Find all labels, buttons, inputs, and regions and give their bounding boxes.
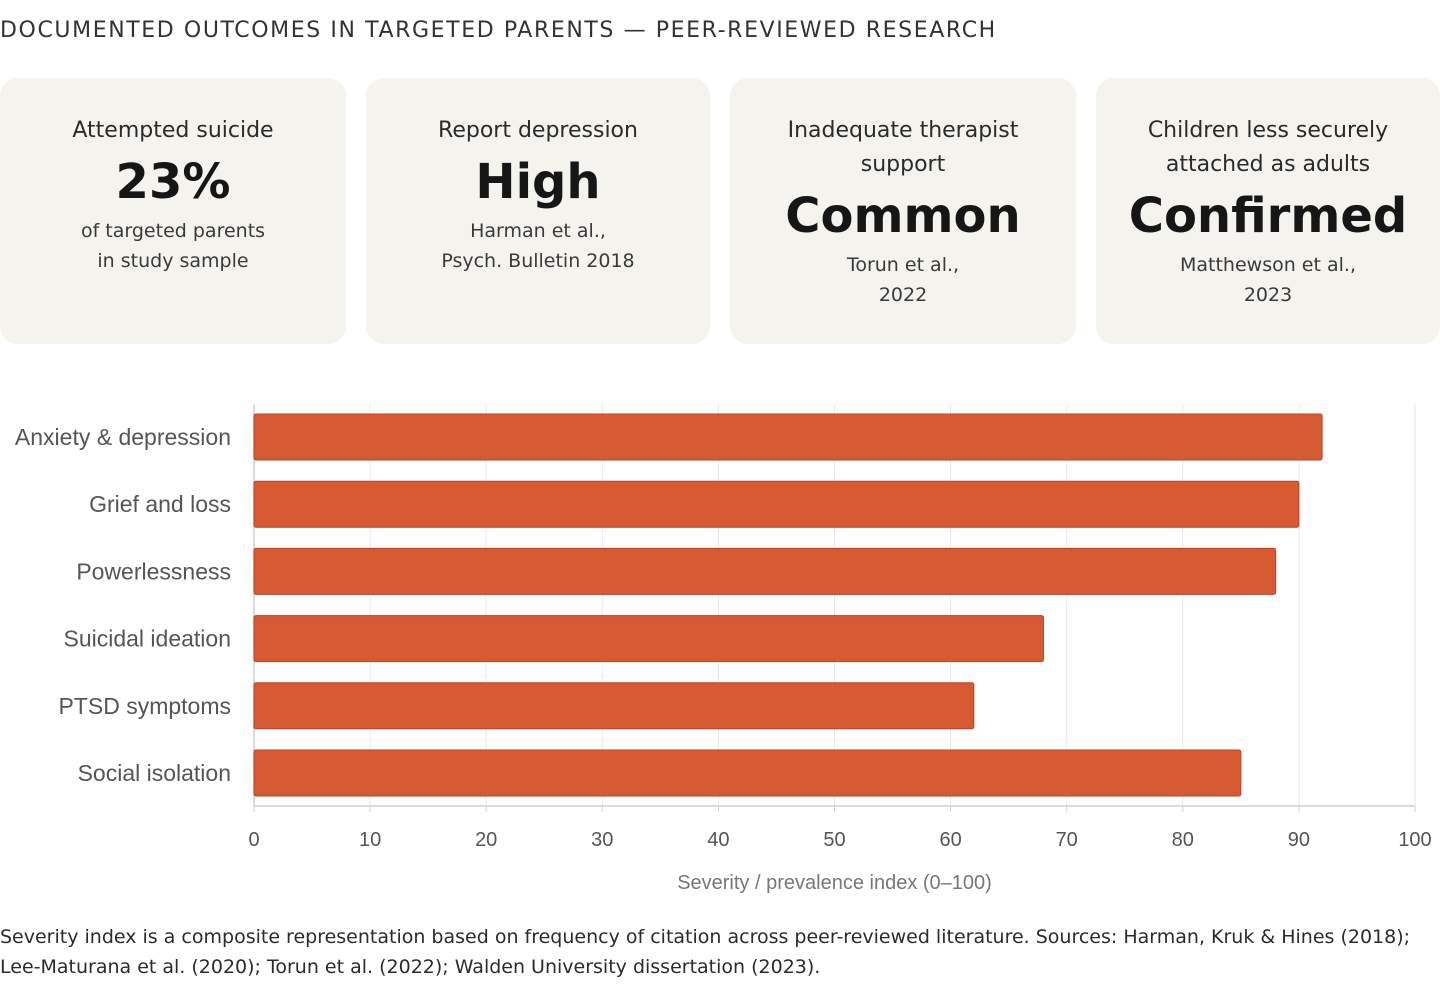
x-tick-label: 0 [248, 829, 259, 851]
card-label: Report depression [438, 118, 638, 143]
category-label: Social isolation [78, 760, 231, 786]
card-value: 23% [115, 154, 231, 210]
category-label: PTSD symptoms [58, 693, 231, 719]
bar [253, 615, 1044, 663]
card-label: Children less securely attached as adult… [1147, 118, 1389, 177]
x-tick-label: 60 [939, 829, 961, 851]
x-tick-label: 50 [823, 829, 845, 851]
category-label: Anxiety & depression [15, 424, 231, 450]
footnote: Severity index is a composite representa… [0, 926, 1411, 978]
x-tick-label: 100 [1398, 829, 1431, 851]
x-tick-label: 70 [1056, 829, 1078, 851]
card-value: Common [785, 188, 1021, 244]
bar [253, 749, 1242, 797]
bar [253, 480, 1300, 528]
card-note: Torun et al., 2022 [846, 254, 960, 306]
category-label: Powerlessness [76, 558, 231, 584]
x-axis-label: Severity / prevalence index (0–100) [677, 872, 992, 894]
bar [253, 413, 1323, 461]
card-value: Confirmed [1128, 188, 1408, 244]
card-label: Inadequate therapist support [787, 118, 1019, 177]
card-note: of targeted parents in study sample [80, 220, 266, 272]
x-tick-label: 10 [359, 829, 381, 851]
category-label: Suicidal ideation [63, 626, 231, 652]
x-tick-label: 20 [475, 829, 497, 851]
stat-card-therapist-support: Inadequate therapist support Common Toru… [730, 78, 1076, 344]
stat-card-depression: Report depression High Harman et al., Ps… [366, 78, 710, 344]
x-tick-label: 90 [1288, 829, 1310, 851]
stat-cards: Attempted suicide 23% of targeted parent… [0, 78, 1440, 344]
card-value: High [475, 154, 601, 210]
x-tick-label: 80 [1172, 829, 1194, 851]
stat-card-attachment: Children less securely attached as adult… [1096, 78, 1440, 344]
x-tick-label: 40 [707, 829, 729, 851]
category-label: Grief and loss [89, 491, 231, 517]
bar [253, 682, 975, 730]
x-tick-label: 30 [591, 829, 613, 851]
card-note: Matthewson et al., 2023 [1180, 254, 1356, 306]
card-label: Attempted suicide [72, 118, 274, 143]
card-note: Harman et al., Psych. Bulletin 2018 [441, 220, 635, 272]
page-title: DOCUMENTED OUTCOMES IN TARGETED PARENTS … [0, 18, 997, 43]
severity-bar-chart: Anxiety & depression Grief and loss Powerl… [15, 404, 1432, 894]
stat-card-attempted-suicide: Attempted suicide 23% of targeted parent… [0, 78, 346, 344]
bar [253, 547, 1277, 595]
